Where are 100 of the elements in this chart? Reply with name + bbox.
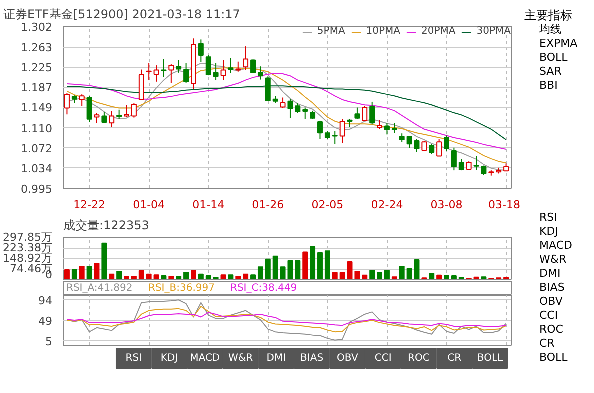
- candlestick: [318, 120, 323, 140]
- candlestick: [131, 102, 137, 118]
- candlestick: [109, 110, 115, 128]
- candlestick: [451, 147, 457, 172]
- bar: [236, 276, 242, 280]
- bar: [168, 276, 174, 280]
- candlestick: [362, 106, 368, 122]
- candlestick: [243, 46, 249, 71]
- candlestick: [384, 122, 390, 136]
- bar: [64, 270, 70, 280]
- bar: [406, 268, 412, 280]
- category-label: OBV: [337, 353, 358, 364]
- y-tick-label: 1.225: [21, 62, 53, 75]
- chart-title: 成交量:122353: [64, 218, 150, 232]
- category-label: CR: [448, 353, 462, 364]
- category-label: BIAS: [540, 281, 565, 294]
- candlestick: [236, 61, 242, 72]
- y-tick-label: 148.92万: [3, 252, 53, 265]
- bar: [86, 266, 92, 280]
- category-label: RSI: [126, 353, 142, 364]
- candlestick: [161, 58, 167, 78]
- bar: [474, 276, 480, 280]
- y-tick-label: 1.072: [21, 142, 53, 156]
- candlestick: [295, 103, 301, 114]
- line-series: [66, 86, 507, 140]
- bar: [79, 266, 85, 280]
- bar: [377, 272, 383, 280]
- candlestick: [288, 98, 294, 119]
- bar: [362, 274, 368, 280]
- candlestick: [206, 55, 212, 76]
- category-label: OBV: [540, 295, 564, 308]
- bar: [243, 274, 249, 280]
- series-label: RSI_A:41.892: [66, 283, 133, 294]
- line-series: [66, 72, 507, 150]
- candlestick: [176, 60, 182, 74]
- x-tick-label: 02-05: [312, 198, 344, 212]
- bar: [109, 274, 115, 280]
- x-tick-label: 03-08: [430, 198, 463, 212]
- candlestick: [406, 136, 412, 149]
- bar: [146, 274, 152, 280]
- y-tick-label: 49: [38, 315, 53, 328]
- bar: [429, 273, 435, 280]
- bar: [324, 250, 330, 280]
- bar: [206, 275, 212, 280]
- bar: [138, 270, 144, 280]
- series-label: RSI_B:36.997: [148, 283, 215, 294]
- bar: [220, 274, 226, 280]
- category-label: MACD: [190, 353, 220, 364]
- y-tick-label: 1.263: [21, 42, 53, 55]
- bar: [265, 258, 271, 280]
- candlestick: [86, 96, 92, 123]
- y-tick-label: 5: [46, 335, 52, 348]
- candlestick: [265, 76, 271, 102]
- legend-label: 20PMA: [422, 26, 456, 37]
- bar: [124, 276, 130, 280]
- category-label: BOLL: [540, 51, 569, 64]
- candlestick: [474, 156, 480, 171]
- bar: [414, 260, 420, 280]
- category-label: DMI: [540, 267, 561, 280]
- category-label: BBI: [540, 79, 558, 92]
- candlestick: [354, 107, 360, 120]
- bar: [94, 263, 100, 280]
- category-label: W&R: [228, 353, 254, 364]
- text: RSI_C:38.449: [230, 283, 298, 294]
- category-label: ROC: [540, 323, 564, 336]
- bar: [354, 270, 360, 280]
- bar: [310, 246, 316, 280]
- x-tick-label: 01-14: [192, 198, 225, 212]
- candlestick: [184, 62, 190, 84]
- category-label: CCI: [540, 309, 558, 322]
- bar: [318, 252, 323, 280]
- bar: [444, 275, 450, 280]
- x-tick-label: 12-22: [74, 198, 106, 212]
- bar: [258, 266, 264, 280]
- category-label: CR: [540, 337, 556, 350]
- category-label: KDJ: [160, 353, 178, 364]
- candlestick: [198, 39, 204, 63]
- bar: [176, 276, 182, 280]
- category-label: EXPMA: [540, 37, 578, 50]
- category-label: 均线: [538, 23, 562, 36]
- category-label: CCI: [374, 353, 392, 364]
- y-tick-label: 223.38万: [3, 242, 53, 254]
- bar: [332, 272, 338, 280]
- candlestick: [124, 104, 130, 118]
- line-series: [66, 312, 507, 328]
- category-label: W&R: [540, 253, 567, 266]
- candlestick: [280, 97, 286, 109]
- y-tick-label: 1.187: [21, 82, 53, 95]
- bar: [198, 274, 204, 280]
- candlestick: [116, 109, 122, 120]
- legend-label: 10PMA: [366, 26, 401, 37]
- category-label: RSI: [540, 211, 558, 224]
- x-tick-label: 01-04: [133, 198, 166, 212]
- bar: [272, 256, 278, 280]
- candlestick: [213, 62, 219, 81]
- category-label: DMI: [266, 353, 286, 364]
- bar: [340, 272, 346, 280]
- candlestick: [250, 59, 256, 74]
- category-label: MACD: [540, 239, 572, 252]
- bar: [302, 252, 308, 280]
